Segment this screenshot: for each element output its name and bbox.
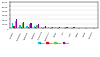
Bar	[42, 28, 43, 29]
Bar	[52, 27, 53, 29]
Bar	[13, 27, 15, 29]
Bar	[66, 28, 68, 29]
Bar	[30, 24, 32, 29]
Bar	[21, 27, 22, 29]
Bar	[95, 28, 96, 29]
Bar	[58, 28, 59, 29]
Bar	[77, 28, 78, 29]
Bar	[12, 24, 13, 29]
Bar	[22, 24, 23, 29]
Bar	[84, 28, 85, 29]
Legend: 2018, 2019, 2020, 2021: 2018, 2019, 2020, 2021	[37, 41, 71, 44]
Bar	[51, 27, 52, 29]
Bar	[45, 27, 46, 29]
Bar	[91, 28, 92, 29]
Bar	[73, 28, 75, 29]
Bar	[56, 28, 58, 29]
Bar	[35, 28, 36, 29]
Bar	[55, 28, 56, 29]
Bar	[19, 25, 21, 29]
Bar	[86, 28, 88, 29]
Bar	[38, 25, 39, 29]
Bar	[49, 28, 51, 29]
Bar	[41, 28, 42, 29]
Bar	[94, 28, 95, 29]
Bar	[72, 28, 73, 29]
Bar	[81, 28, 82, 29]
Bar	[26, 26, 28, 29]
Bar	[15, 22, 16, 29]
Bar	[70, 28, 71, 29]
Bar	[88, 28, 89, 29]
Bar	[59, 28, 60, 29]
Bar	[62, 28, 64, 29]
Bar	[64, 28, 65, 29]
Bar	[23, 22, 24, 29]
Bar	[34, 27, 35, 29]
Bar	[43, 27, 45, 29]
Bar	[28, 28, 29, 29]
Bar	[36, 26, 38, 29]
Bar	[48, 28, 49, 29]
Bar	[16, 20, 17, 29]
Bar	[65, 28, 66, 29]
Bar	[79, 28, 81, 29]
Bar	[29, 25, 30, 29]
